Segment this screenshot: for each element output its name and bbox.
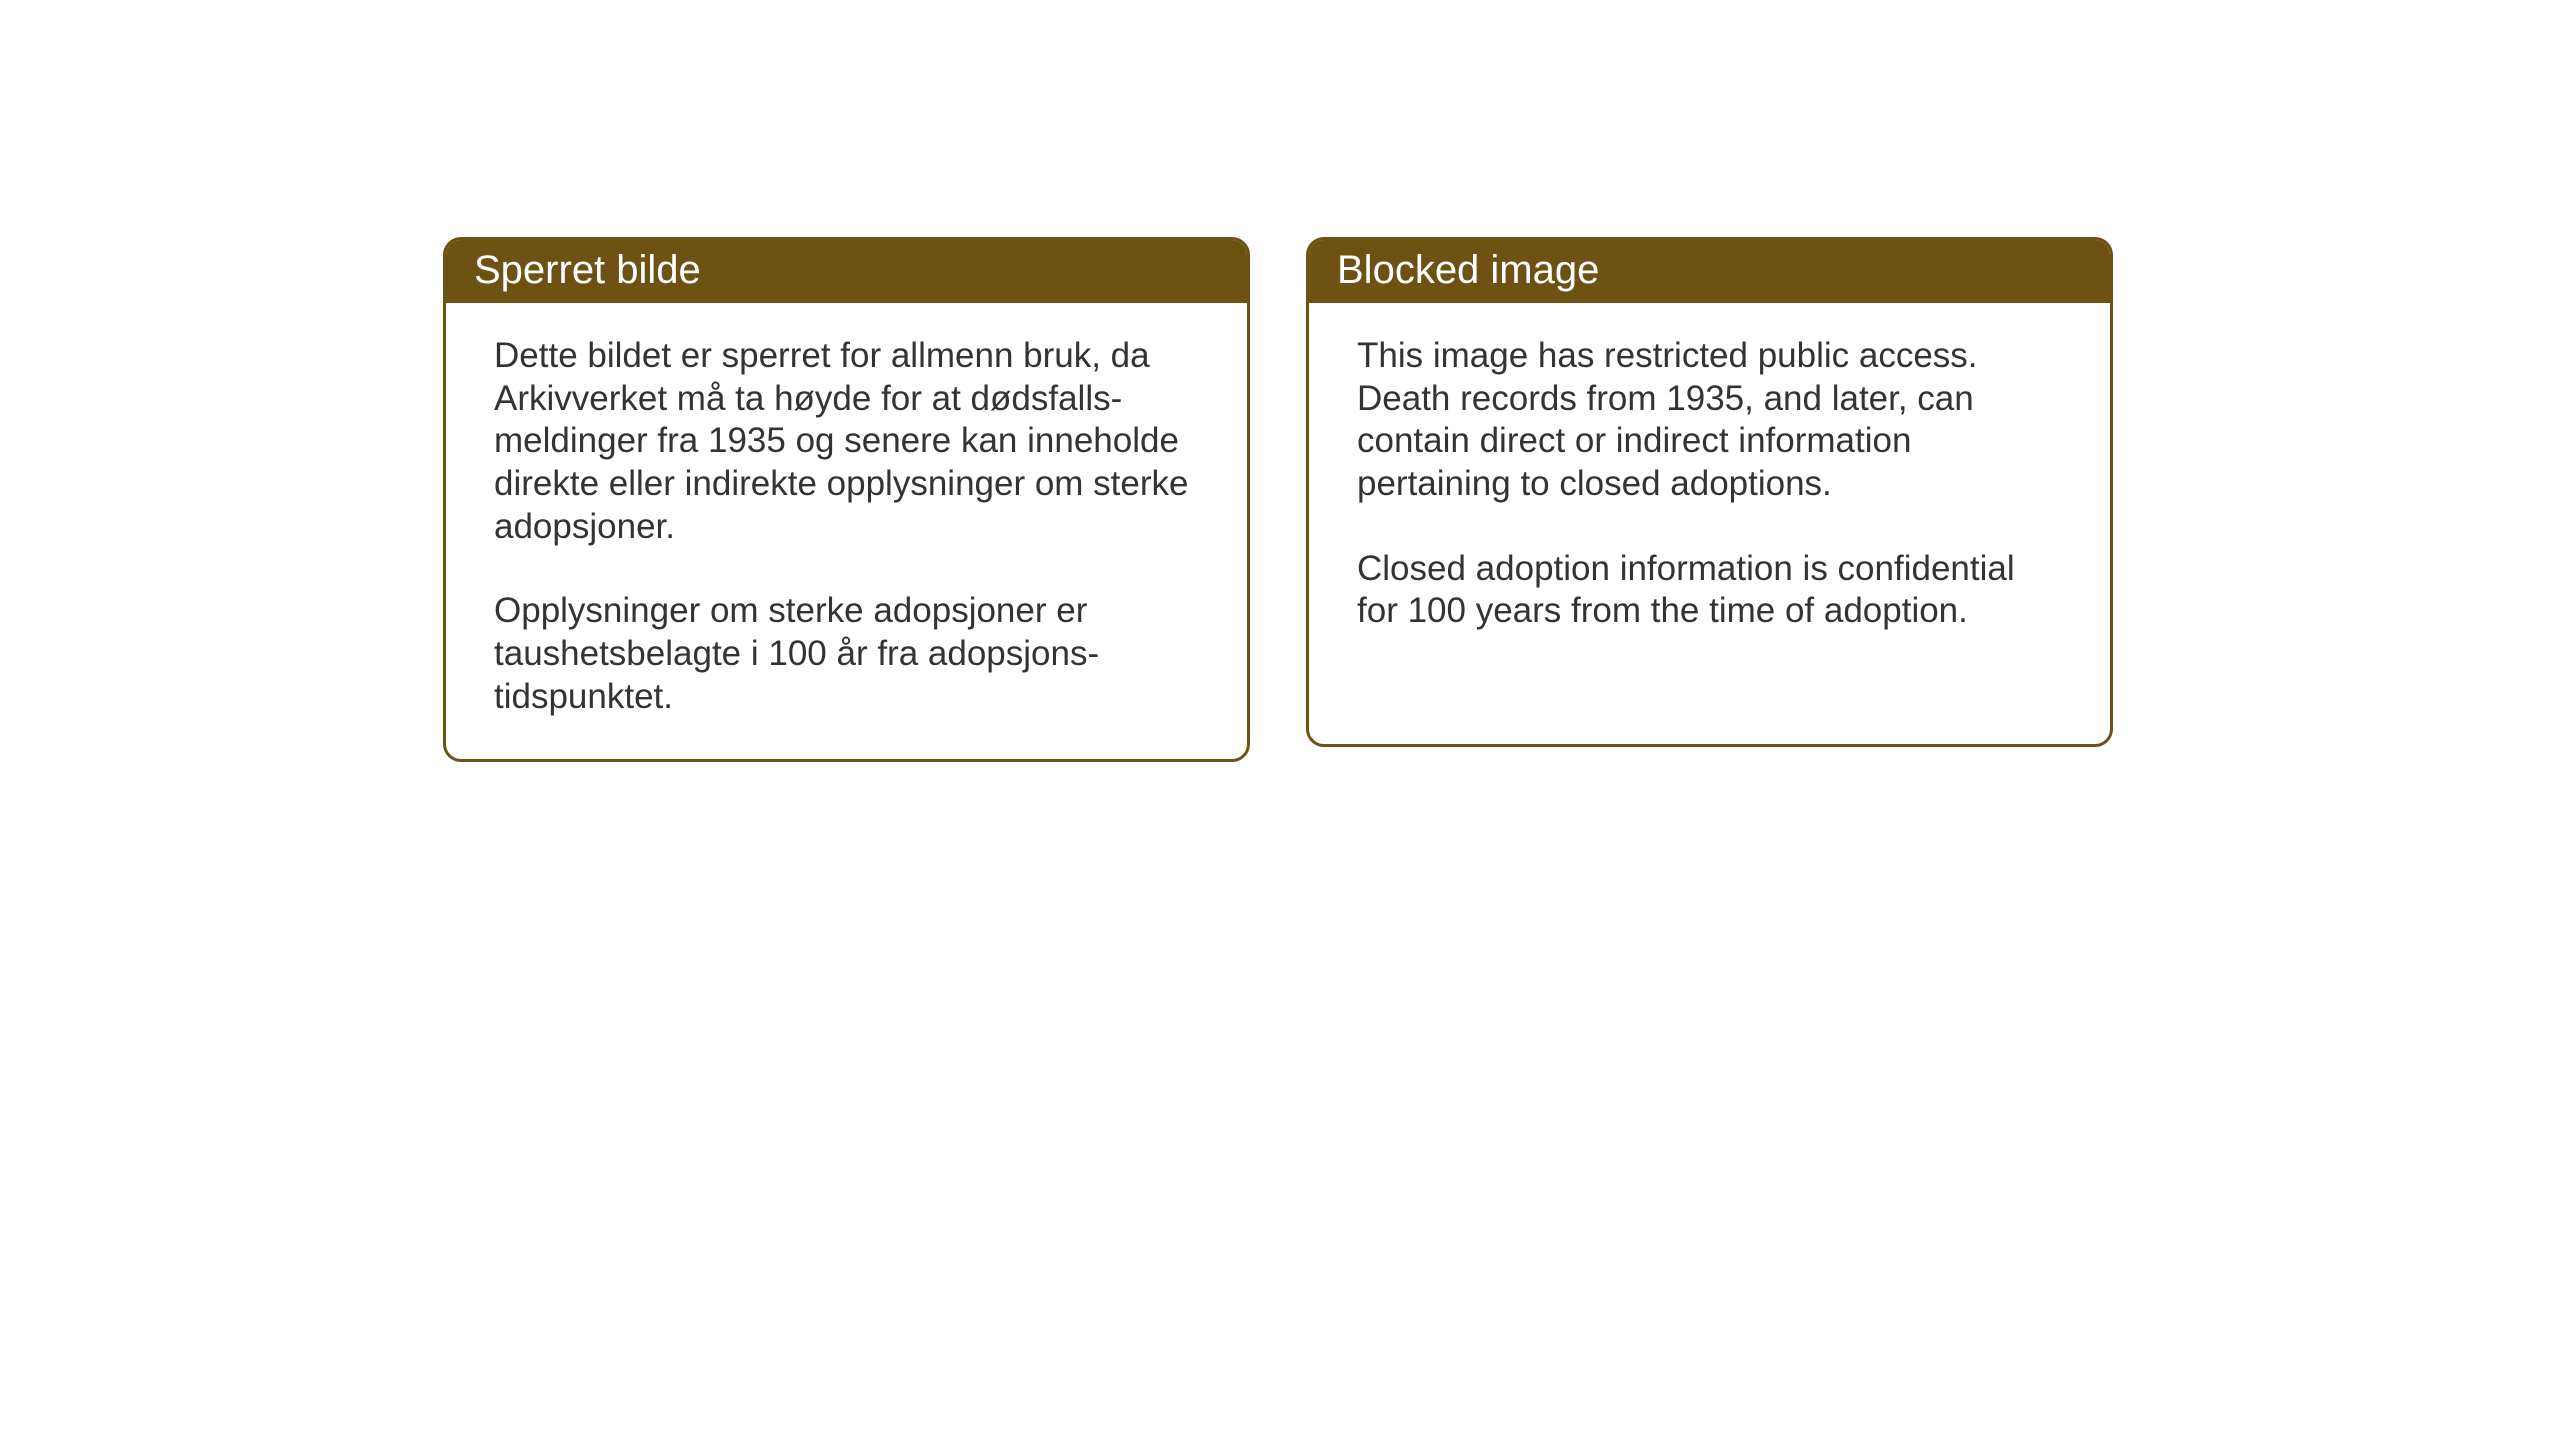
card-title-norwegian: Sperret bilde bbox=[446, 240, 1247, 303]
card-body-english: This image has restricted public access.… bbox=[1309, 303, 2110, 673]
notice-container: Sperret bilde Dette bildet er sperret fo… bbox=[443, 237, 2113, 762]
paragraph-1-norwegian: Dette bildet er sperret for allmenn bruk… bbox=[494, 335, 1199, 548]
paragraph-1-english: This image has restricted public access.… bbox=[1357, 335, 2062, 506]
notice-card-norwegian: Sperret bilde Dette bildet er sperret fo… bbox=[443, 237, 1250, 762]
notice-card-english: Blocked image This image has restricted … bbox=[1306, 237, 2113, 747]
paragraph-2-norwegian: Opplysninger om sterke adopsjoner er tau… bbox=[494, 590, 1199, 718]
paragraph-2-english: Closed adoption information is confident… bbox=[1357, 548, 2062, 633]
card-body-norwegian: Dette bildet er sperret for allmenn bruk… bbox=[446, 303, 1247, 759]
card-title-english: Blocked image bbox=[1309, 240, 2110, 303]
